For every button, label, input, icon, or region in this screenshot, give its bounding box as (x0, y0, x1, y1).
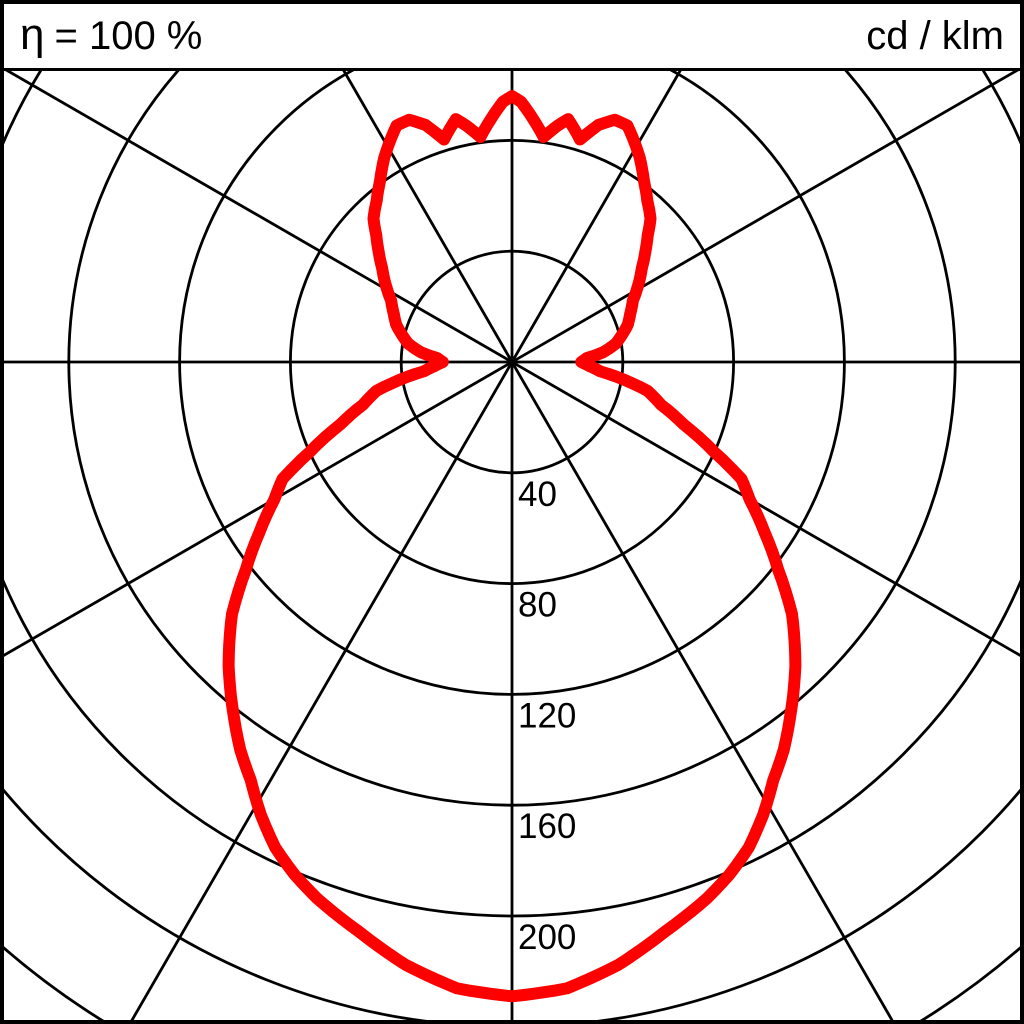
chart-header: η = 100 % cd / klm (4, 4, 1020, 71)
unit-label: cd / klm (866, 13, 1004, 58)
radial-tick-label: 80 (518, 586, 557, 625)
radial-tick-labels: 40 80 120 160 200 (518, 475, 576, 957)
radial-tick-label: 200 (518, 918, 576, 957)
spoke-line (130, 71, 682, 1020)
eta-symbol: η (20, 10, 45, 59)
polar-plot: 40 80 120 160 200 (4, 71, 1020, 1020)
efficiency-value: = 100 % (54, 14, 203, 58)
radial-tick-label: 40 (518, 475, 557, 514)
intensity-curve-path (222, 90, 802, 1003)
polar-grid (4, 71, 1020, 1020)
radial-tick-label: 160 (518, 807, 576, 846)
intensity-curve (222, 90, 802, 1003)
efficiency-label: η = 100 % (20, 13, 202, 59)
radial-tick-label: 120 (518, 696, 576, 735)
